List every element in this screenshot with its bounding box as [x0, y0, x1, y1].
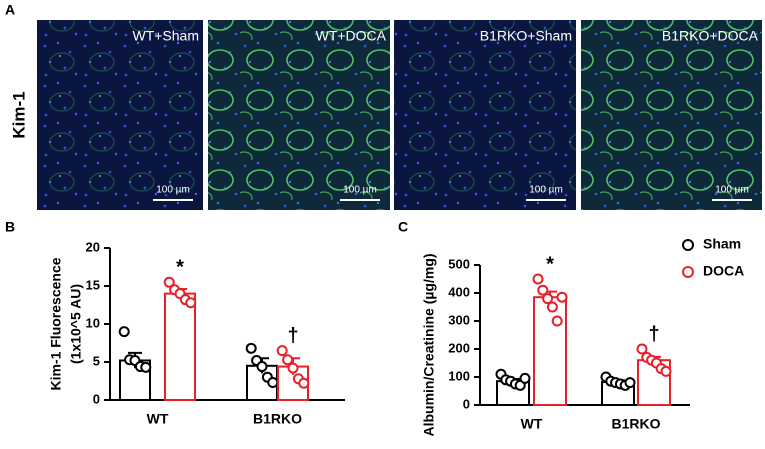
y-tick-label: 200 — [448, 340, 470, 355]
data-point — [287, 362, 299, 374]
micrograph — [394, 20, 576, 210]
y-tick-label: 300 — [448, 312, 470, 327]
y-tick-label: 5 — [93, 353, 100, 368]
image-label: B1RKO+DOCA — [662, 28, 759, 44]
data-point — [519, 372, 531, 384]
y-tick-label: 400 — [448, 284, 470, 299]
data-point — [546, 301, 558, 313]
y-axis-label: Kim-1 Fluorescence — [48, 257, 64, 390]
legend-marker — [682, 239, 694, 251]
y-axis-label: (1x10^5 AU) — [68, 284, 84, 364]
data-point — [298, 377, 310, 389]
micrograph — [37, 20, 203, 210]
row-label: Kim-1 — [9, 91, 28, 138]
data-point — [118, 326, 130, 338]
data-point — [551, 315, 563, 327]
data-point — [537, 284, 549, 296]
data-point — [636, 343, 648, 355]
x-tick-label: WT — [147, 411, 169, 427]
data-point — [256, 361, 268, 373]
image-label: B1RKO+Sham — [480, 28, 572, 44]
scale-label: 100 µm — [529, 185, 563, 196]
significance-marker: † — [648, 323, 659, 345]
legend-marker — [682, 266, 694, 278]
data-point — [542, 293, 554, 305]
panel-letter: A — [5, 2, 15, 18]
scale-label: 100 µm — [715, 185, 749, 196]
y-tick-label: 0 — [463, 396, 470, 411]
scale-label: 100 µm — [343, 185, 377, 196]
y-tick-label: 15 — [86, 277, 100, 292]
data-point — [282, 354, 294, 366]
y-tick-label: 20 — [86, 239, 100, 254]
y-tick-label: 100 — [448, 368, 470, 383]
data-point — [245, 342, 257, 354]
data-point — [140, 361, 152, 373]
micrograph — [208, 20, 390, 210]
panel-letter: B — [5, 219, 15, 235]
significance-marker: * — [546, 253, 554, 275]
y-tick-label: 0 — [93, 391, 100, 406]
bar — [533, 296, 567, 407]
bar — [164, 292, 196, 402]
data-point — [267, 377, 279, 389]
micrograph — [581, 20, 762, 210]
panel-letter: C — [398, 219, 408, 235]
data-point — [532, 273, 544, 285]
x-tick-label: B1RKO — [253, 411, 302, 427]
y-tick-label: 500 — [448, 256, 470, 271]
data-point — [624, 377, 636, 389]
scale-label: 100 µm — [156, 185, 190, 196]
legend-label: Sham — [703, 236, 741, 252]
data-point — [276, 345, 288, 357]
data-point — [163, 276, 175, 288]
data-point — [185, 297, 197, 309]
data-point — [556, 291, 568, 303]
legend-label: DOCA — [703, 263, 744, 279]
x-tick-label: B1RKO — [611, 416, 660, 432]
significance-marker: * — [176, 256, 184, 278]
image-label: WT+Sham — [132, 28, 199, 44]
data-point — [660, 365, 672, 377]
significance-marker: † — [287, 325, 298, 347]
y-axis-label: Albumin/Creatinine (µg/mg) — [421, 253, 437, 436]
image-label: WT+DOCA — [316, 28, 387, 44]
x-tick-label: WT — [521, 416, 543, 432]
y-tick-label: 10 — [86, 315, 100, 330]
